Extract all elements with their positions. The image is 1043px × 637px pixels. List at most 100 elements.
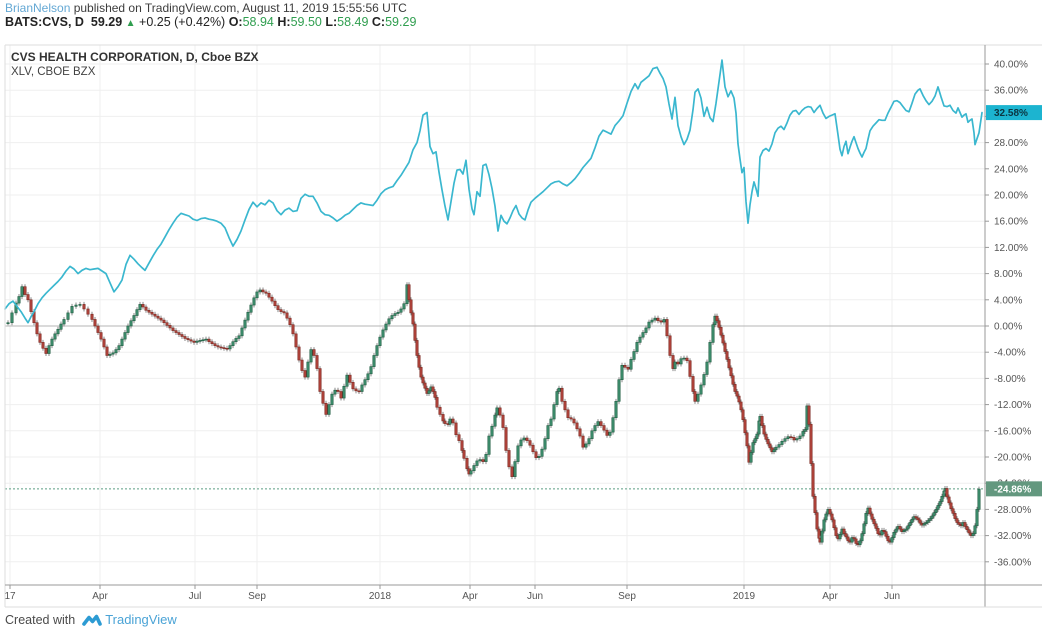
candle — [198, 340, 202, 342]
cvs-last-badge-text: -24.86% — [994, 484, 1031, 495]
candle — [438, 406, 442, 415]
candle — [924, 522, 928, 525]
candle — [111, 352, 115, 355]
candle — [174, 330, 178, 333]
candle — [898, 526, 902, 530]
main-series-title[interactable]: CVS HEALTH CORPORATION, D, Cboe BZX — [11, 50, 259, 64]
candle — [186, 338, 190, 341]
candle — [918, 519, 922, 524]
candle — [246, 311, 250, 321]
candle — [789, 436, 793, 438]
candle — [129, 320, 133, 327]
tradingview-logo-icon — [82, 614, 102, 626]
price-change: +0.25 (+0.42%) — [139, 15, 226, 29]
candle — [876, 528, 880, 534]
candle — [120, 338, 124, 346]
candle — [366, 373, 370, 381]
candle — [228, 345, 232, 350]
candle — [23, 286, 27, 295]
candle — [484, 454, 488, 462]
candle — [144, 306, 148, 311]
candle — [180, 334, 184, 337]
candle — [916, 517, 920, 521]
candle — [813, 495, 817, 513]
candle — [315, 355, 319, 369]
candle — [192, 340, 196, 343]
candle — [719, 327, 723, 336]
candle — [957, 522, 961, 525]
candle — [407, 284, 411, 301]
candle — [210, 341, 214, 344]
candle — [454, 422, 458, 436]
candle — [731, 375, 735, 385]
last-price: 59.29 — [90, 15, 123, 29]
candle — [82, 304, 86, 310]
candle — [949, 502, 953, 510]
candle — [357, 390, 361, 393]
symbol-label[interactable]: BATS:CVS, D — [5, 15, 84, 29]
candle — [653, 317, 657, 321]
author-link[interactable]: BrianNelson — [5, 1, 71, 15]
candle — [300, 359, 304, 371]
candle — [552, 404, 556, 420]
close-label: C: — [371, 15, 386, 29]
candle — [345, 374, 349, 387]
candle — [838, 533, 842, 540]
candle — [963, 522, 967, 527]
candle — [587, 438, 591, 445]
candle — [711, 324, 715, 343]
candle — [590, 430, 594, 439]
candle — [777, 444, 781, 448]
candle — [743, 419, 747, 434]
candle — [892, 532, 896, 538]
candle — [105, 346, 109, 356]
candle — [90, 313, 94, 320]
candle — [608, 431, 612, 436]
candle — [423, 382, 427, 389]
candle — [977, 488, 981, 510]
candle — [531, 444, 535, 453]
candle — [894, 528, 898, 533]
candle — [528, 440, 532, 446]
candle — [693, 391, 697, 402]
candle — [741, 409, 745, 420]
candle — [922, 523, 926, 526]
candle — [934, 509, 938, 513]
candle — [411, 312, 415, 325]
candle — [659, 320, 663, 323]
candle — [725, 351, 729, 360]
chart-canvas[interactable]: 40.00%36.00%32.00%28.00%24.00%20.00%16.0… — [0, 0, 1043, 612]
y-axis-label: -20.00% — [994, 453, 1031, 464]
candle — [126, 325, 130, 333]
y-axis-label: 12.00% — [994, 243, 1028, 254]
tradingview-brand-link[interactable]: TradingView — [105, 612, 177, 627]
candle — [708, 342, 712, 363]
candle — [465, 458, 469, 470]
candle — [481, 459, 485, 462]
candle — [702, 374, 706, 386]
candle — [635, 342, 639, 352]
candle — [926, 520, 930, 523]
candle — [53, 333, 57, 340]
candle — [842, 528, 846, 534]
chart-legend: CVS HEALTH CORPORATION, D, Cboe BZX XLV,… — [11, 50, 259, 78]
candle — [602, 425, 606, 431]
candle — [932, 512, 936, 517]
candle — [207, 338, 211, 343]
compare-series-title[interactable]: XLV, CBOE BZX — [11, 66, 96, 78]
candle — [751, 442, 755, 453]
candle — [231, 341, 235, 346]
candle — [727, 359, 731, 369]
candle — [249, 304, 253, 313]
close-value: 59.29 — [385, 15, 417, 29]
open-value: 58.94 — [242, 15, 274, 29]
candle — [632, 351, 636, 360]
x-axis-label: Jun — [527, 591, 543, 602]
candle — [723, 342, 727, 352]
candle — [596, 421, 600, 426]
candle — [495, 407, 499, 416]
candle — [650, 319, 654, 323]
candle — [240, 327, 244, 337]
candle — [852, 537, 856, 540]
